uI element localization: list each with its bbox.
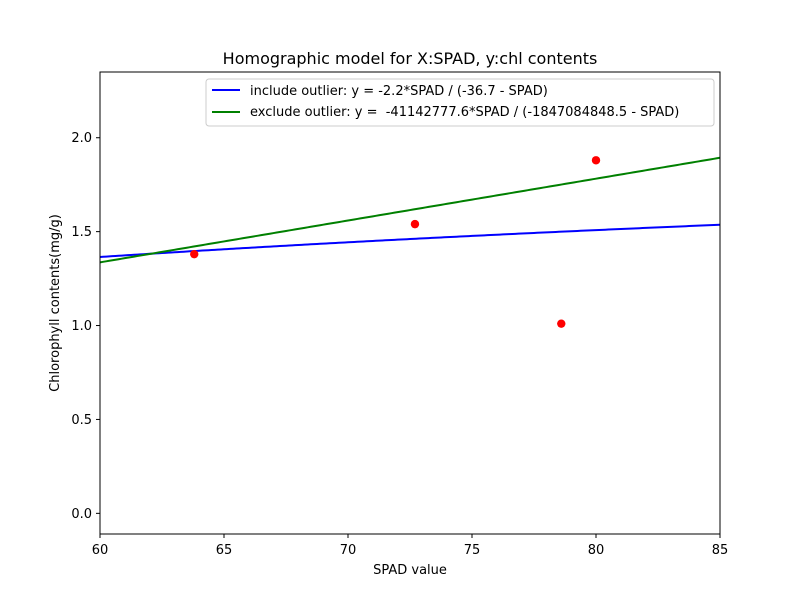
x-tick-label: 65 bbox=[216, 543, 233, 558]
series-line-1 bbox=[100, 156, 720, 264]
x-tick-label: 85 bbox=[712, 543, 729, 558]
legend-entry-include-outlier: include outlier: y = -2.2*SPAD / (-36.7 … bbox=[250, 84, 548, 99]
legend: include outlier: y = -2.2*SPAD / (-36.7 … bbox=[205, 78, 715, 127]
y-tick-label: 1.0 bbox=[71, 319, 92, 334]
data-points bbox=[190, 156, 601, 328]
x-tick-label: 70 bbox=[340, 543, 357, 558]
plot-frame bbox=[99, 71, 721, 535]
x-tick-label: 80 bbox=[588, 543, 605, 558]
data-point bbox=[190, 249, 199, 259]
series-lines bbox=[100, 156, 720, 264]
legend-entry-exclude-outlier: exclude outlier: y = -41142777.6*SPAD / … bbox=[250, 105, 679, 120]
y-axis-label: Chlorophyll contents(mg/g) bbox=[48, 214, 63, 392]
plot-area bbox=[100, 72, 720, 534]
data-point bbox=[557, 319, 566, 328]
y-tick-label: 2.0 bbox=[71, 131, 92, 146]
legend-box bbox=[205, 78, 715, 127]
series-line-0 bbox=[100, 223, 720, 258]
y-axis: 0.0 0.5 1.0 1.5 2.0 bbox=[71, 131, 100, 522]
x-axis-label: SPAD value bbox=[373, 563, 447, 578]
chart-title: Homographic model for X:SPAD, y:chl cont… bbox=[223, 49, 598, 68]
y-tick-label: 1.5 bbox=[71, 225, 92, 240]
x-tick-label: 60 bbox=[92, 543, 109, 558]
y-tick-label: 0.5 bbox=[71, 413, 92, 428]
data-point bbox=[591, 156, 601, 165]
x-tick-label: 75 bbox=[464, 543, 481, 558]
x-axis: 60 65 70 75 80 85 bbox=[92, 534, 729, 558]
y-tick-label: 0.0 bbox=[71, 507, 92, 522]
data-point bbox=[410, 219, 420, 229]
